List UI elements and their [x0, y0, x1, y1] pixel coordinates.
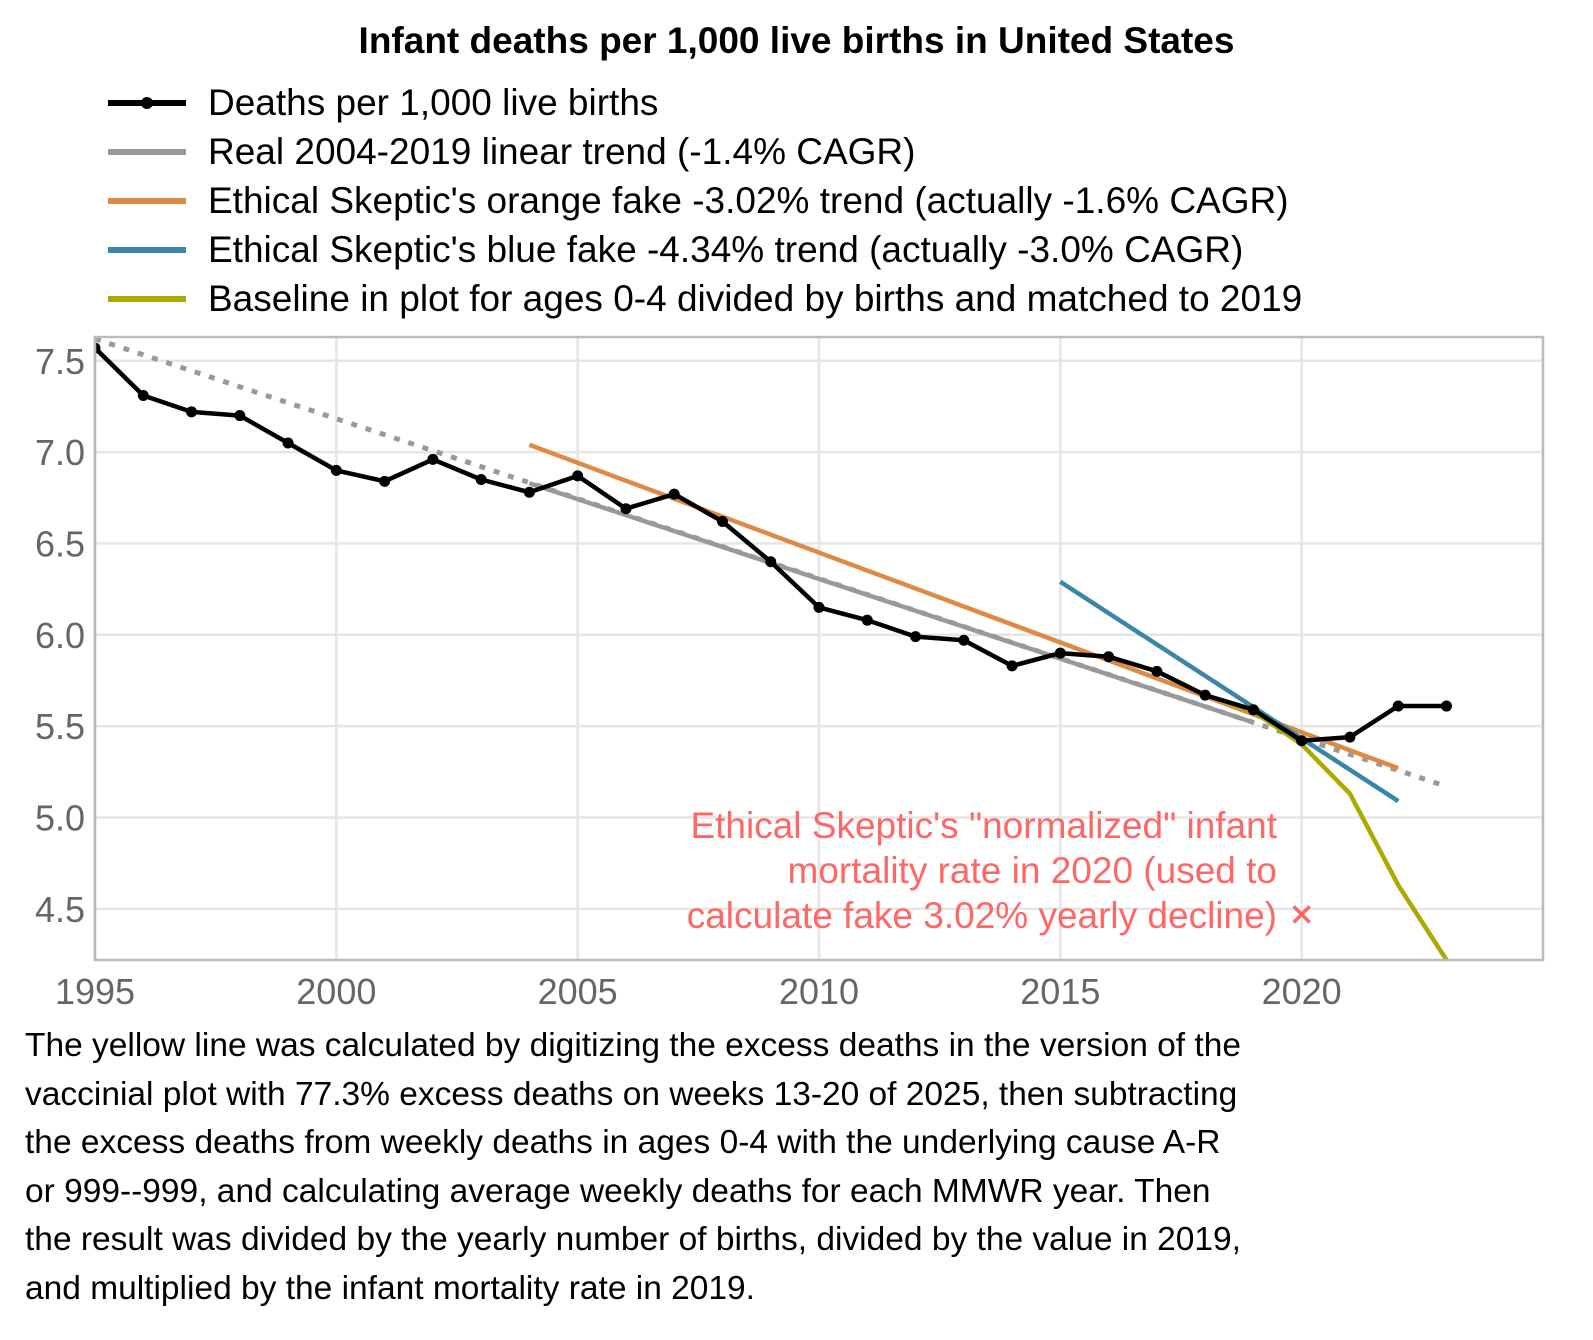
- data-point: [958, 634, 970, 646]
- data-point: [861, 614, 873, 626]
- data-point: [620, 503, 632, 515]
- data-point: [1006, 660, 1018, 672]
- data-point: [1151, 665, 1163, 677]
- legend-swatch: [108, 295, 186, 302]
- legend-label: Real 2004-2019 linear trend (-1.4% CAGR): [208, 130, 916, 172]
- series-line-ethical-skeptic-s-blue-fake-4-34-trend-actually-3-0-cagr: [1059, 579, 1400, 803]
- legend-key-line-icon: [108, 284, 186, 314]
- legend-key-line-with-point-icon: [108, 88, 186, 118]
- series-layer: [95, 337, 1452, 960]
- y-tick-label: 7.0: [35, 432, 85, 473]
- y-tick-label: 5.0: [35, 797, 85, 838]
- legend-swatch: [108, 197, 186, 204]
- data-point: [1054, 647, 1066, 659]
- data-point: [282, 437, 294, 449]
- data-point: [716, 516, 728, 528]
- data-point: [1247, 704, 1259, 716]
- annotation-text-line: calculate fake 3.02% yearly decline): [687, 895, 1277, 936]
- data-point: [186, 406, 198, 418]
- x-marker-icon: [1292, 905, 1311, 924]
- caption-line: and multiplied by the infant mortality r…: [25, 1269, 755, 1307]
- y-tick-label: 4.5: [35, 889, 85, 930]
- data-point: [330, 464, 342, 476]
- x-tick-label: 2005: [538, 971, 618, 1012]
- legend-key-line-icon: [108, 235, 186, 265]
- data-point: [1103, 651, 1115, 663]
- legend-item-orange-trend: Ethical Skeptic's orange fake -3.02% tre…: [108, 176, 1302, 225]
- legend-point: [141, 96, 153, 109]
- data-point: [234, 410, 246, 422]
- data-point: [427, 453, 439, 465]
- data-point: [475, 474, 487, 486]
- legend-label: Deaths per 1,000 live births: [208, 81, 659, 123]
- x-tick-label: 2000: [296, 971, 376, 1012]
- y-tick-label: 7.5: [35, 341, 85, 382]
- y-tick-label: 6.0: [35, 615, 85, 656]
- y-axis-tick-labels: 4.5 5.0 5.5 6.0 6.5 7.0 7.5: [35, 341, 85, 930]
- caption: The yellow line was calculated by digiti…: [25, 1022, 1585, 1313]
- data-point: [572, 470, 584, 482]
- data-point: [910, 631, 922, 643]
- legend-label: Ethical Skeptic's orange fake -3.02% tre…: [208, 179, 1289, 221]
- data-point: [137, 389, 149, 401]
- data-point: [1440, 700, 1452, 712]
- legend-item-deaths: Deaths per 1,000 live births: [108, 78, 1302, 127]
- legend: Deaths per 1,000 live births Real 2004-2…: [108, 78, 1302, 323]
- data-point: [523, 486, 535, 498]
- legend-key-line-icon: [108, 137, 186, 167]
- data-point: [1344, 731, 1356, 743]
- annotation-text-line: Ethical Skeptic's "normalized" infant: [690, 805, 1277, 846]
- legend-swatch: [108, 148, 186, 155]
- chart-plot: Ethical Skeptic's "normalized" infantmor…: [35, 335, 1545, 1012]
- data-point: [1392, 700, 1404, 712]
- legend-label: Ethical Skeptic's blue fake -4.34% trend…: [208, 228, 1244, 270]
- legend-item-blue-trend: Ethical Skeptic's blue fake -4.34% trend…: [108, 225, 1302, 274]
- legend-item-real-trend: Real 2004-2019 linear trend (-1.4% CAGR): [108, 127, 1302, 176]
- legend-item-baseline: Baseline in plot for ages 0-4 divided by…: [108, 274, 1302, 323]
- y-tick-label: 5.5: [35, 706, 85, 747]
- legend-swatch: [108, 246, 186, 253]
- data-point: [813, 601, 825, 613]
- data-point: [1296, 735, 1308, 747]
- x-tick-label: 1995: [55, 971, 135, 1012]
- x-tick-label: 2020: [1262, 971, 1342, 1012]
- data-point: [668, 488, 680, 500]
- data-point: [379, 475, 391, 487]
- series-line-real-2004-2019-linear-trend-1-4-cagr: [528, 481, 1255, 725]
- legend-key-line-icon: [108, 186, 186, 216]
- x-tick-label: 2010: [779, 971, 859, 1012]
- legend-label: Baseline in plot for ages 0-4 divided by…: [208, 277, 1303, 319]
- panel-border: [93, 335, 1545, 962]
- caption-line: The yellow line was calculated by digiti…: [25, 1027, 1241, 1064]
- caption-line: the excess deaths from weekly deaths in …: [25, 1124, 1221, 1161]
- chart-title: Infant deaths per 1,000 live births in U…: [358, 20, 1235, 61]
- caption-line: the result was divided by the yearly num…: [25, 1221, 1241, 1258]
- data-point: [95, 342, 101, 354]
- annotation-text-line: mortality rate in 2020 (used to: [788, 850, 1277, 891]
- data-point: [1199, 689, 1211, 701]
- x-axis-tick-labels: 1995 2000 2005 2010 2015 2020: [55, 971, 1342, 1012]
- caption-line: or 999--999, and calculating average wee…: [25, 1172, 1211, 1210]
- y-tick-label: 6.5: [35, 523, 85, 564]
- annotation-layer: Ethical Skeptic's "normalized" infantmor…: [687, 805, 1311, 936]
- caption-line: vaccinial plot with 77.3% excess deaths …: [25, 1075, 1238, 1113]
- x-tick-label: 2015: [1020, 971, 1100, 1012]
- data-point: [765, 556, 777, 568]
